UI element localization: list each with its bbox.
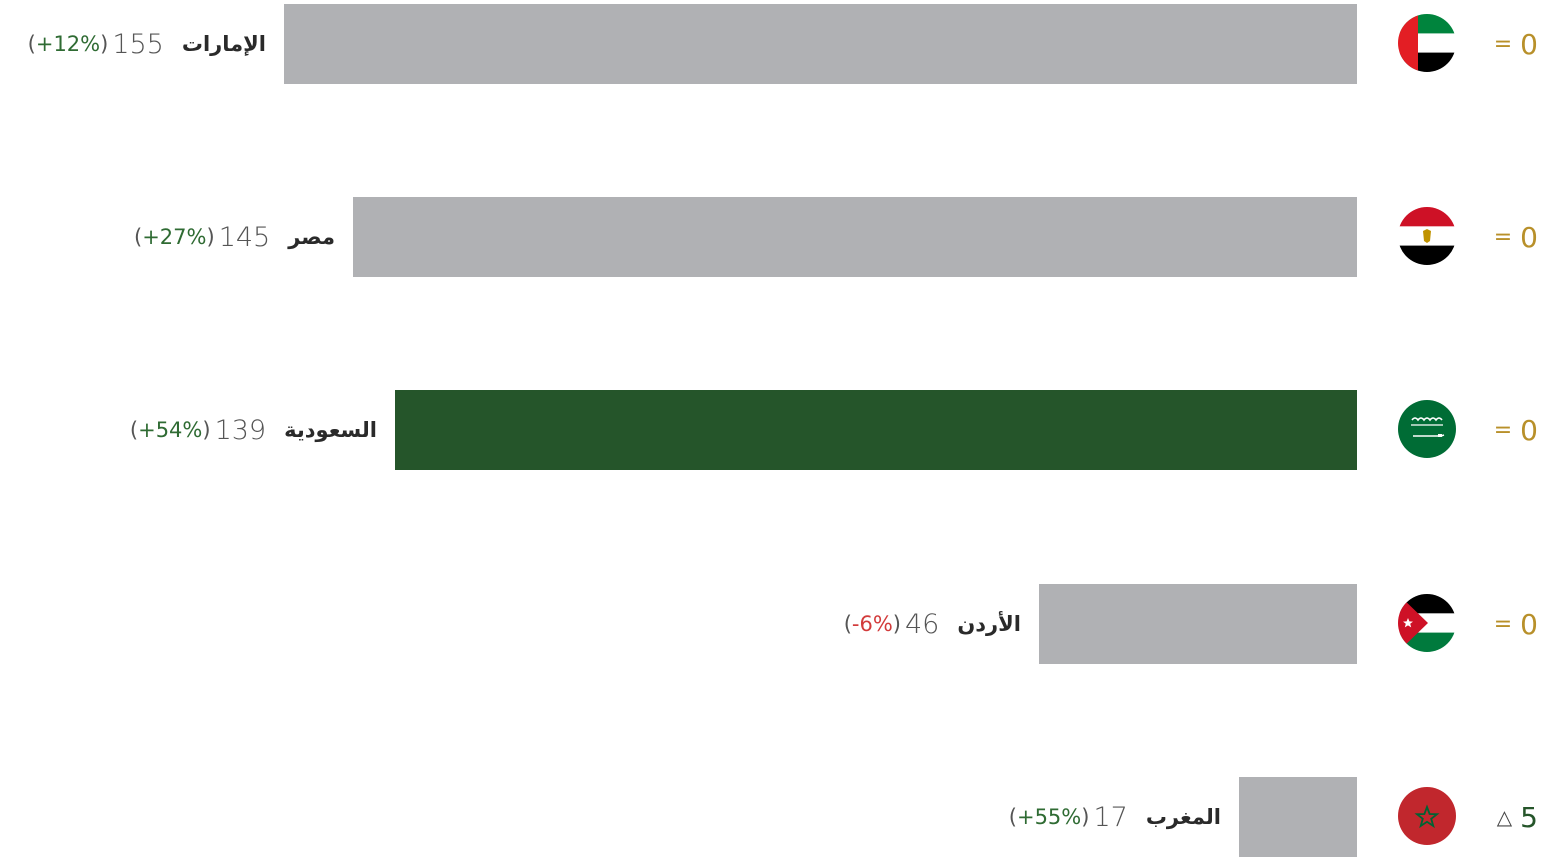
- rank-change-value: 0: [1520, 413, 1538, 447]
- open-paren: (: [134, 225, 143, 249]
- close-paren: ): [202, 418, 211, 442]
- close-paren: ): [1081, 805, 1090, 829]
- rank-change: = 0: [1494, 584, 1538, 664]
- uae-flag-icon: [1398, 14, 1456, 72]
- value-label: 139: [214, 414, 267, 446]
- bar-label: (-6%) 46 الأردن: [844, 584, 1021, 664]
- open-paren: (: [27, 32, 36, 56]
- bar-label: (+55%) 17 المغرب: [1009, 777, 1221, 857]
- rank-change: = 0: [1494, 197, 1538, 277]
- rank-equal-icon: =: [1493, 31, 1513, 57]
- jordan-flag-icon: [1398, 594, 1456, 652]
- rank-change: = 0: [1494, 4, 1538, 84]
- saudi-flag-icon: [1398, 400, 1456, 458]
- close-paren: ): [892, 612, 901, 636]
- close-paren: ): [100, 32, 109, 56]
- change-percent: +27%: [142, 225, 207, 249]
- rank-change: = 0: [1494, 390, 1538, 470]
- value-label: 155: [112, 28, 164, 60]
- chart-row: (+27%) 145 مصر = 0: [0, 197, 1562, 277]
- rank-equal-icon: =: [1493, 417, 1513, 443]
- bar: [395, 390, 1357, 470]
- country-name: مصر: [288, 225, 335, 249]
- bar: [353, 197, 1357, 277]
- bar: [1239, 777, 1357, 857]
- rank-change-value: 0: [1520, 607, 1538, 641]
- rank-change: △ 5: [1497, 777, 1538, 857]
- rank-change-value: 0: [1520, 220, 1538, 254]
- bar-label: (+12%) 155 الإمارات: [28, 4, 266, 84]
- country-name: المغرب: [1145, 805, 1221, 829]
- egypt-flag-icon: [1398, 207, 1456, 265]
- value-label: 145: [218, 221, 271, 253]
- open-paren: (: [1008, 805, 1017, 829]
- country-name: السعودية: [284, 418, 377, 442]
- rank-change-value: 0: [1520, 27, 1538, 61]
- close-paren: ): [206, 225, 215, 249]
- rank-change-value: 5: [1520, 800, 1538, 834]
- chart-row: (+54%) 139 السعودية = 0: [0, 390, 1562, 470]
- bar: [284, 4, 1357, 84]
- chart-row: (+12%) 155 الإمارات = 0: [0, 4, 1562, 84]
- country-name: الإمارات: [181, 32, 266, 56]
- morocco-flag-icon: [1398, 787, 1456, 845]
- bar: [1039, 584, 1357, 664]
- rank-equal-icon: =: [1493, 611, 1513, 637]
- bar-label: (+27%) 145 مصر: [134, 197, 335, 277]
- chart-row: (-6%) 46 الأردن = 0: [0, 584, 1562, 664]
- rank-equal-icon: =: [1493, 224, 1513, 250]
- rank-up-icon: △: [1496, 805, 1513, 829]
- value-label: 17: [1093, 801, 1128, 833]
- change-percent: -6%: [851, 612, 893, 636]
- change-percent: +55%: [1016, 805, 1082, 829]
- open-paren: (: [129, 418, 139, 442]
- chart-row: (+55%) 17 المغرب △ 5: [0, 777, 1562, 857]
- open-paren: (: [843, 612, 852, 636]
- change-percent: +12%: [35, 32, 101, 56]
- change-percent: +54%: [138, 418, 203, 442]
- bar-label: (+54%) 139 السعودية: [130, 390, 377, 470]
- country-name: الأردن: [957, 612, 1021, 636]
- value-label: 46: [905, 608, 940, 640]
